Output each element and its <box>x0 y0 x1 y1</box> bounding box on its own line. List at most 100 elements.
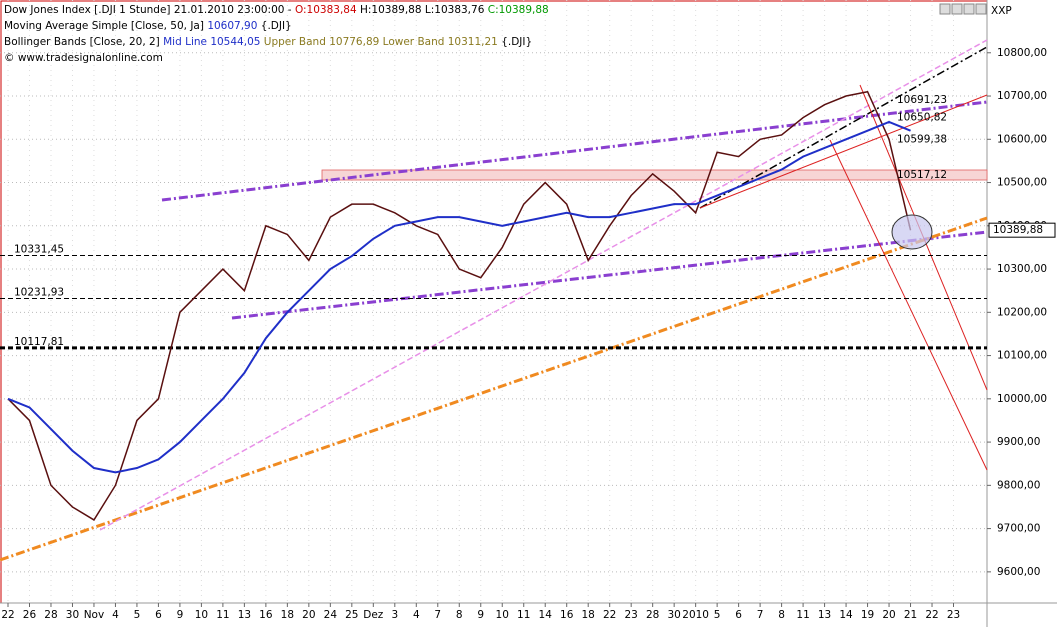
x-tick-label: 22 <box>1 609 14 621</box>
header-text: L:10383,76 <box>425 4 485 16</box>
trend-line <box>99 39 988 531</box>
header-text: Mid Line 10544,05 <box>163 36 260 48</box>
level-label: 10231,93 <box>14 287 64 299</box>
y-tick-label: 9600,00 <box>997 566 1040 578</box>
x-tick-label: 3 <box>391 609 398 621</box>
y-tick-label: 10500,00 <box>997 177 1047 189</box>
x-tick-label: 7 <box>434 609 441 621</box>
x-tick-label: 28 <box>44 609 57 621</box>
x-tick-label: 5 <box>714 609 721 621</box>
x-tick-label: 11 <box>517 609 530 621</box>
header-text: {.DJI} <box>501 36 532 48</box>
header-text: C:10389,88 <box>488 4 549 16</box>
level-label: 10331,45 <box>14 243 64 255</box>
header-text: Bollinger Bands [Close, 20, 2] <box>4 36 160 48</box>
x-tick-label: 20 <box>882 609 895 621</box>
x-tick-label: 24 <box>324 609 338 621</box>
x-tick-label: 6 <box>155 609 162 621</box>
x-tick-label: 16 <box>259 609 273 621</box>
x-tick-label: 5 <box>134 609 141 621</box>
button[interactable] <box>951 3 963 15</box>
header-text: Lower Band 10311,21 <box>383 36 498 48</box>
x-tick-label: 10 <box>496 609 509 621</box>
source: © www.tradesignalonline.com <box>4 52 163 64</box>
x-tick-label: 20 <box>302 609 315 621</box>
header-text: H:10389,88 <box>360 4 422 16</box>
y-tick-label: 10800,00 <box>997 47 1047 59</box>
indicator-legend: Bollinger Bands [Close, 20, 2] Mid Line … <box>4 36 532 48</box>
trend-line <box>699 94 988 209</box>
x-tick-label: 9 <box>177 609 184 621</box>
header-text: Dow Jones Index [.DJI 1 Stunde] 21.01.20… <box>4 4 292 16</box>
x-tick-label: 11 <box>796 609 809 621</box>
x-tick-label: Nov <box>84 609 105 621</box>
price-label: 10517,12 <box>897 169 947 181</box>
highlight-circle <box>891 214 933 250</box>
x-tick-label: 23 <box>624 609 637 621</box>
y-tick-label: 10700,00 <box>997 90 1047 102</box>
x-tick-label: 25 <box>345 609 358 621</box>
trend-line <box>161 100 988 202</box>
price-label: 10650,82 <box>897 111 947 123</box>
header-text: {.DJI} <box>261 20 292 32</box>
indicator-legend: Moving Average Simple [Close, 50, Ja] 10… <box>4 20 292 32</box>
x-tick-label: 14 <box>839 609 853 621</box>
x-tick-label: 6 <box>735 609 742 621</box>
window-buttons <box>939 3 987 15</box>
header-text: Upper Band 10776,89 <box>264 36 380 48</box>
x-tick-label: 26 <box>23 609 37 621</box>
price-line <box>7 120 911 474</box>
trend-lines <box>0 39 988 562</box>
x-tick-label: 28 <box>646 609 659 621</box>
y-tick-label: 10200,00 <box>997 306 1047 318</box>
y-tick-label: 9800,00 <box>997 479 1040 491</box>
x-tick-label: 22 <box>925 609 938 621</box>
x-tick-label: 11 <box>216 609 229 621</box>
x-tick-label: 23 <box>947 609 960 621</box>
price-label: 10691,23 <box>897 94 947 106</box>
price-label: 10599,38 <box>897 134 947 146</box>
x-tick-label: 2010 <box>682 609 709 621</box>
x-tick-label: 7 <box>757 609 764 621</box>
chart-title: Dow Jones Index [.DJI 1 Stunde] 21.01.20… <box>4 4 549 16</box>
last-price-box <box>988 222 1056 238</box>
x-tick-label: 10 <box>195 609 208 621</box>
x-tick-label: 30 <box>667 609 680 621</box>
x-tick-label: 18 <box>582 609 595 621</box>
trend-line <box>829 139 988 471</box>
trend-line <box>699 46 988 209</box>
last-price-label: 10389,88 <box>993 224 1043 236</box>
x-tick-label: 14 <box>539 609 553 621</box>
x-tick-label: 8 <box>778 609 785 621</box>
y-tick-label: 10600,00 <box>997 133 1047 145</box>
y-tick-label: 10000,00 <box>997 393 1047 405</box>
price-line <box>7 90 912 521</box>
x-tick-label: 19 <box>861 609 874 621</box>
y-tick-label: 10100,00 <box>997 350 1047 362</box>
level-label: 10117,81 <box>14 336 64 348</box>
trend-line <box>0 216 988 562</box>
axis-name: XXP <box>991 5 1012 17</box>
x-tick-label: 13 <box>238 609 251 621</box>
x-tick-label: 9 <box>477 609 484 621</box>
y-tick-label: 9900,00 <box>997 436 1040 448</box>
trend-line <box>231 230 988 320</box>
button[interactable] <box>963 3 975 15</box>
header-text: O:10383,84 <box>295 4 357 16</box>
x-tick-label: 13 <box>818 609 831 621</box>
button[interactable] <box>975 3 987 15</box>
x-tick-label: Dez <box>363 609 384 621</box>
button[interactable] <box>939 3 951 15</box>
x-tick-label: 18 <box>281 609 294 621</box>
header: Dow Jones Index [.DJI 1 Stunde] 21.01.20… <box>4 4 549 16</box>
x-tick-label: 4 <box>112 609 119 621</box>
y-tick-label: 10300,00 <box>997 263 1047 275</box>
x-tick-label: 21 <box>904 609 917 621</box>
x-tick-label: 30 <box>66 609 79 621</box>
header-text: 10607,90 <box>207 20 257 32</box>
y-tick-label: 9700,00 <box>997 523 1040 535</box>
x-tick-label: 22 <box>603 609 616 621</box>
x-tick-label: 4 <box>413 609 420 621</box>
